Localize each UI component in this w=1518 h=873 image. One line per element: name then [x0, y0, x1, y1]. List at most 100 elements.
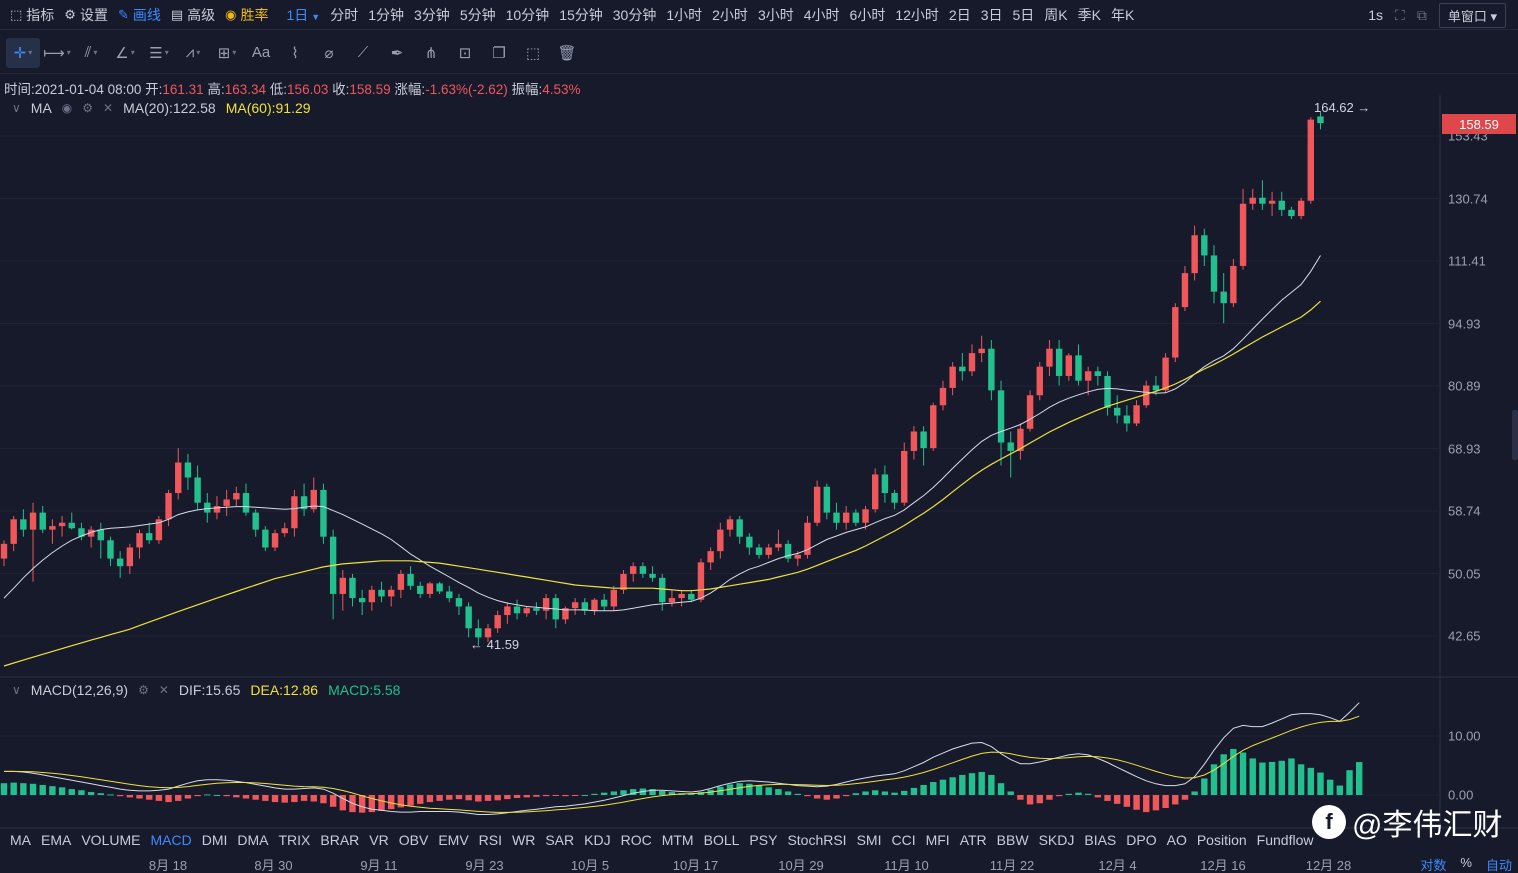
advanced-button[interactable]: ▤ 高级: [171, 5, 215, 25]
period-tab[interactable]: 1日 ▼: [286, 6, 321, 23]
popout-icon[interactable]: ⧉: [1416, 6, 1427, 23]
fullscreen-icon[interactable]: ⛶: [1395, 6, 1405, 23]
indicator-tab[interactable]: EMV: [438, 832, 469, 848]
indicator-tab[interactable]: BBW: [996, 832, 1029, 848]
crosshair-icon[interactable]: ✛ ▾: [6, 37, 40, 68]
period-tab[interactable]: 6小时: [849, 6, 886, 23]
candle-body: [291, 496, 298, 529]
period-tab[interactable]: 季K: [1077, 6, 1101, 23]
wave-icon[interactable]: ⩘ ▾: [185, 44, 201, 61]
trash-icon[interactable]: 🗑: [557, 44, 577, 62]
period-tab[interactable]: 3日: [980, 6, 1003, 23]
indicator-tab[interactable]: DMI: [201, 832, 228, 848]
macd-close-icon[interactable]: ✕: [158, 683, 169, 697]
indicator-tab[interactable]: MACD: [150, 832, 192, 848]
period-tab[interactable]: 3小时: [757, 6, 794, 23]
period-tab[interactable]: 30分钟: [612, 6, 657, 23]
candle-body: [1317, 116, 1324, 124]
horizontal-segment-icon[interactable]: ⟼ ▾: [43, 44, 71, 62]
indicator-tab[interactable]: Fundflow: [1256, 832, 1314, 848]
angle-icon[interactable]: ∠ ▾: [115, 44, 135, 62]
period-tab[interactable]: 5分钟: [459, 6, 496, 23]
grid-icon[interactable]: ⊞ ▾: [217, 44, 237, 62]
draw-button[interactable]: ✎ 画线: [118, 5, 161, 25]
magnet-icon[interactable]: ⋔: [424, 44, 438, 62]
eraser-icon[interactable]: ⌀: [324, 44, 334, 62]
period-tab[interactable]: 周K: [1044, 6, 1068, 23]
macd-histogram-bar: [281, 795, 288, 803]
percent-scale-toggle[interactable]: %: [1460, 855, 1472, 870]
indicator-tab[interactable]: EMA: [41, 832, 72, 848]
macd-settings-icon[interactable]: ⚙: [138, 683, 149, 697]
period-tab[interactable]: 分时: [330, 6, 359, 23]
date-tick-label: 10月 17: [672, 858, 719, 873]
period-tab[interactable]: 2日: [948, 6, 971, 23]
indicator-tab[interactable]: BIAS: [1084, 832, 1117, 848]
brush-icon[interactable]: ⌇: [291, 44, 299, 62]
indicator-tab[interactable]: MTM: [661, 832, 694, 848]
indicator-tab[interactable]: MFI: [925, 832, 950, 848]
indicator-tab[interactable]: VR: [369, 832, 389, 848]
indicator-tab[interactable]: CCI: [891, 832, 916, 848]
indicator-tab[interactable]: SKDJ: [1038, 832, 1075, 848]
indicator-tab[interactable]: Position: [1196, 832, 1247, 848]
indicator-tab[interactable]: TRIX: [278, 832, 311, 848]
trendline-icon[interactable]: ⫽ ▾: [84, 44, 98, 61]
indicator-tab[interactable]: PSY: [749, 832, 778, 848]
indicator-tab[interactable]: AO: [1166, 832, 1187, 848]
scroll-handle[interactable]: [1512, 410, 1518, 460]
indicator-button[interactable]: ⬚ 指标: [10, 5, 54, 25]
candle-body: [446, 591, 453, 599]
candle-body: [765, 547, 772, 555]
candle-body: [988, 348, 995, 391]
lock-icon[interactable]: ⊡: [458, 44, 472, 62]
period-tab[interactable]: 15分钟: [559, 6, 603, 23]
indicator-tab[interactable]: SAR: [545, 832, 575, 848]
collapse-chevron-icon[interactable]: ∨: [12, 101, 21, 115]
indicator-tab[interactable]: MA: [10, 832, 31, 848]
period-tab[interactable]: 1小时: [666, 6, 703, 23]
indicator-tab[interactable]: OBV: [398, 832, 429, 848]
period-tab[interactable]: 1分钟: [368, 6, 405, 23]
indicator-tab[interactable]: DMA: [237, 832, 269, 848]
period-tab[interactable]: 10分钟: [505, 6, 550, 23]
indicator-tab[interactable]: BOLL: [703, 832, 740, 848]
ma-close-icon[interactable]: ✕: [103, 101, 114, 115]
screenshot-icon[interactable]: ⬚: [525, 44, 541, 62]
candle-body: [252, 512, 259, 530]
indicator-tab[interactable]: WR: [512, 832, 536, 848]
indicator-tab[interactable]: SMI: [856, 832, 882, 848]
indicator-tab[interactable]: StochRSI: [787, 832, 847, 848]
period-tab[interactable]: 2小时: [712, 6, 748, 23]
period-tab[interactable]: 12小时: [895, 6, 939, 23]
indicator-tab[interactable]: RSI: [478, 832, 503, 848]
indicator-tab[interactable]: BRAR: [320, 832, 360, 848]
pen-icon[interactable]: ✒: [390, 44, 404, 62]
refresh-rate[interactable]: 1s: [1368, 7, 1384, 23]
period-tab[interactable]: 3分钟: [414, 6, 450, 23]
eye-icon[interactable]: ◉: [61, 101, 73, 115]
period-tab[interactable]: 年K: [1110, 6, 1135, 23]
indicator-tab[interactable]: ROC: [620, 832, 652, 848]
indicator-tab[interactable]: VOLUME: [81, 832, 141, 848]
macd-histogram-bar: [600, 792, 608, 795]
settings-button[interactable]: ⚙ 设置: [64, 5, 108, 25]
macd-collapse-chevron-icon[interactable]: ∨: [12, 683, 21, 697]
log-scale-toggle[interactable]: 对数: [1420, 858, 1447, 873]
indicator-tab[interactable]: ATR: [959, 832, 987, 848]
auto-scale-toggle[interactable]: 自动: [1485, 858, 1512, 873]
period-tab[interactable]: 5日: [1012, 6, 1035, 23]
macd-histogram-bar: [1278, 760, 1285, 795]
parallel-lines-icon[interactable]: ☰ ▾: [149, 44, 169, 62]
winrate-button[interactable]: ◉ 胜率: [225, 5, 268, 25]
indicator-tab[interactable]: KDJ: [584, 832, 611, 848]
period-tab[interactable]: 4小时: [803, 6, 840, 23]
macd-histogram-bar: [610, 791, 618, 795]
ruler-icon[interactable]: ⟋: [357, 44, 369, 61]
window-select[interactable]: 单窗口 ▾: [1438, 2, 1506, 28]
text-icon[interactable]: Aa: [251, 44, 271, 61]
copy-icon[interactable]: ❐: [492, 44, 506, 62]
ma-settings-icon[interactable]: ⚙: [82, 101, 94, 115]
indicator-tab[interactable]: DPO: [1126, 832, 1157, 848]
